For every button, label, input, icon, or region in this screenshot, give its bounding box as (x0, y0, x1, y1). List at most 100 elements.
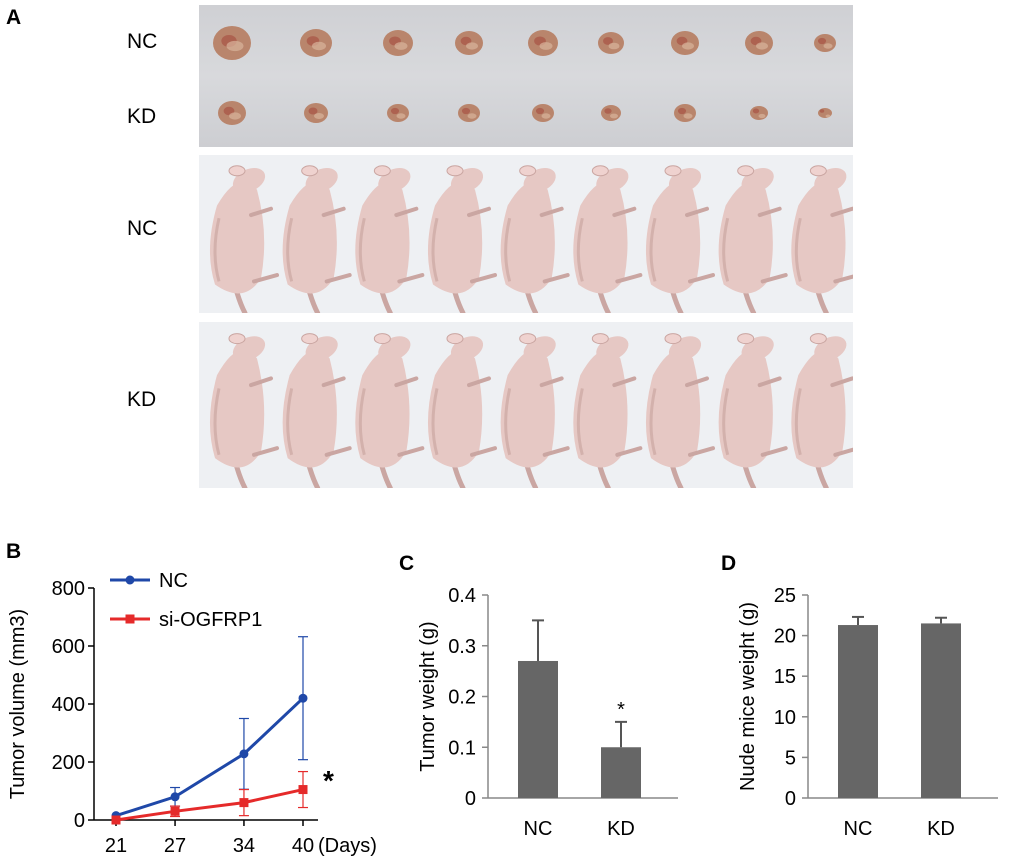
tumor-specimen (814, 34, 836, 52)
tumor-specimen (818, 108, 832, 118)
mouse-shading (722, 217, 730, 282)
legend-label: si-OGFRP1 (159, 609, 262, 631)
tumor-highlight (541, 113, 551, 119)
mice-row-label-nc: NC (127, 217, 158, 240)
mouse-ear (737, 165, 755, 177)
tumor-specimen (213, 26, 251, 60)
data-point (239, 798, 249, 808)
mouse (282, 333, 352, 488)
tumor-vessel-spot (677, 107, 687, 115)
mouse-ear (809, 333, 827, 345)
mouse-front-leg (321, 206, 346, 218)
mouse-ear (446, 165, 464, 177)
mouse-hind-leg (688, 273, 715, 284)
data-point (298, 785, 308, 795)
mouse-ear (809, 165, 827, 177)
tumor-vessel-spot (817, 37, 827, 45)
mouse-front-leg (830, 376, 853, 388)
mouse-ear (519, 165, 537, 177)
mouse-hind-leg (760, 446, 788, 457)
mouse-shading (649, 388, 657, 456)
bar-nc (838, 625, 878, 798)
mouse (209, 333, 279, 488)
tumor-highlight (756, 42, 768, 50)
mouse-ear (301, 333, 319, 345)
x-tick-label: KD (927, 818, 955, 840)
y-tick-label: 20 (774, 626, 796, 648)
mouse-body (718, 181, 773, 294)
mouse-front-leg (612, 376, 637, 388)
tumor-photo (199, 5, 853, 147)
bar-kd (921, 623, 961, 798)
significance-marker: * (617, 699, 625, 721)
mouse-ear (373, 333, 391, 345)
tumor-specimen (674, 104, 696, 122)
mouse-shading (649, 217, 657, 282)
mouse (282, 165, 352, 313)
tumor-highlight (314, 113, 324, 119)
tumor-highlight (396, 113, 406, 119)
mouse-hind-leg (760, 273, 788, 284)
mouse-ear (591, 165, 609, 177)
mouse-shading (576, 217, 584, 282)
y-tick-label: 0 (785, 788, 796, 810)
tumor-highlight (608, 42, 620, 50)
mouse-shading (213, 217, 221, 282)
tumor-row-label-kd: KD (127, 105, 157, 128)
mouse-body (500, 181, 555, 294)
tumor-highlight (467, 113, 477, 119)
mouse-body (282, 181, 337, 294)
mouse-shading (794, 217, 802, 282)
tumor-highlight (682, 42, 694, 50)
mouse-body (645, 349, 701, 468)
mice-photo-kd-drawing (209, 333, 853, 488)
mouse (573, 333, 643, 488)
mouse-ear (591, 333, 609, 345)
mouse-body (718, 349, 773, 468)
mouse (355, 333, 425, 488)
mouse-front-leg (612, 206, 637, 218)
mouse-body (791, 181, 846, 294)
tumor-highlight (539, 42, 553, 50)
mouse-body (427, 181, 483, 294)
y-tick-label: 0 (74, 810, 85, 832)
y-tick-label: 10 (774, 707, 796, 729)
panel-a-letter: A (6, 6, 22, 29)
mouse-shading (213, 388, 221, 456)
mouse-ear (519, 333, 537, 345)
mouse (427, 333, 497, 488)
mouse-front-leg (249, 206, 273, 218)
mouse (427, 165, 497, 313)
y-axis-label: Tumor weight (g) (417, 621, 439, 771)
mouse-body (573, 349, 628, 468)
mouse-ear (737, 333, 755, 345)
mouse-body (427, 349, 483, 468)
tumor-body (750, 106, 768, 120)
x-axis-label: (Days) (318, 835, 377, 857)
mouse-hind-leg (470, 446, 497, 457)
y-tick-label: 0.2 (448, 687, 476, 709)
tumor-highlight (683, 113, 693, 119)
tumor-specimen (458, 104, 480, 122)
x-tick-label: 27 (164, 835, 186, 857)
mouse-shading (504, 388, 512, 456)
y-tick-label: 200 (52, 752, 85, 774)
mouse (718, 165, 788, 313)
mouse (791, 333, 853, 488)
tumor-specimen (532, 104, 554, 122)
panel-d-letter: D (721, 552, 737, 575)
mouse-shading (431, 388, 439, 456)
mouse-shading (794, 388, 802, 456)
mouse-front-leg (249, 376, 273, 388)
mouse-shading (576, 388, 584, 456)
tumor-highlight (229, 112, 241, 120)
x-tick-label: NC (844, 818, 873, 840)
tumor-specimen (528, 30, 558, 56)
y-tick-label: 600 (52, 636, 85, 658)
y-tick-label: 15 (774, 666, 796, 688)
mouse (718, 333, 788, 488)
bar-nc (518, 660, 558, 798)
tumor-specimen (671, 31, 699, 55)
y-axis-label: Nude mice weight (g) (737, 602, 759, 791)
tumor-body (601, 105, 621, 121)
